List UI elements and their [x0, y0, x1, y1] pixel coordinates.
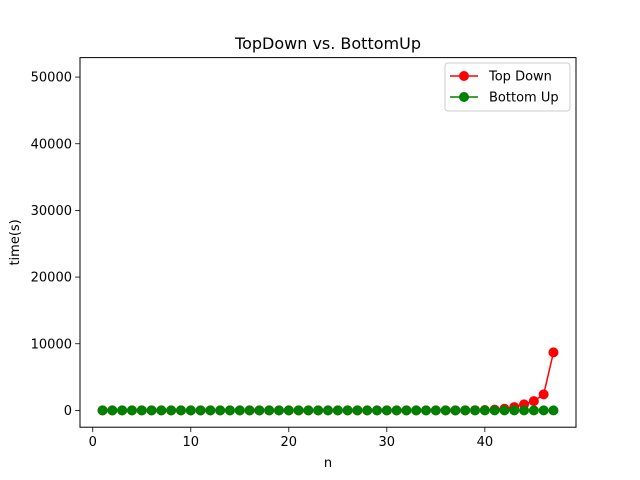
- data-point-bottom-up: [166, 405, 177, 416]
- data-point-bottom-up: [460, 405, 471, 416]
- legend-frame: [444, 62, 571, 112]
- data-point-bottom-up: [264, 405, 275, 416]
- y-tick-label: 10000: [31, 337, 72, 352]
- plot-frame: [79, 57, 577, 428]
- x-tick-label: 0: [89, 435, 97, 450]
- data-point-bottom-up: [440, 405, 451, 416]
- data-point-bottom-up: [450, 405, 461, 416]
- legend-label-bottom-up: Bottom Up: [489, 91, 559, 106]
- data-point-bottom-up: [332, 405, 343, 416]
- data-point-bottom-up: [489, 405, 500, 416]
- legend-marker-top-down: [459, 71, 469, 81]
- data-point-bottom-up: [313, 405, 324, 416]
- y-tick-label: 30000: [31, 204, 72, 219]
- data-point-bottom-up: [283, 405, 294, 416]
- data-point-bottom-up: [381, 405, 392, 416]
- data-point-bottom-up: [352, 405, 363, 416]
- data-point-bottom-up: [156, 405, 167, 416]
- x-tick-label: 40: [477, 435, 494, 450]
- data-point-top-down: [548, 347, 559, 358]
- data-point-bottom-up: [293, 405, 304, 416]
- axis-layer: 0 10 20 30 40 0 10000 20000 30000 40000 50000: [31, 71, 493, 451]
- y-axis-label: time(s): [8, 219, 23, 265]
- data-point-bottom-up: [195, 405, 206, 416]
- data-point-bottom-up: [146, 405, 157, 416]
- legend: Top Down Bottom Up: [444, 62, 571, 112]
- data-point-bottom-up: [97, 405, 108, 416]
- data-point-bottom-up: [421, 405, 432, 416]
- data-point-bottom-up: [175, 405, 186, 416]
- legend-marker-bottom-up: [459, 92, 469, 102]
- data-point-bottom-up: [136, 405, 147, 416]
- data-point-top-down: [538, 389, 549, 400]
- legend-label-top-down: Top Down: [488, 70, 552, 85]
- data-point-bottom-up: [244, 405, 255, 416]
- data-point-bottom-up: [224, 405, 235, 416]
- data-point-bottom-up: [185, 405, 196, 416]
- data-point-bottom-up: [107, 405, 118, 416]
- data-point-bottom-up: [499, 405, 510, 416]
- x-tick-label: 30: [379, 435, 396, 450]
- x-tick-label: 20: [281, 435, 298, 450]
- x-axis-label: n: [324, 456, 332, 471]
- data-point-bottom-up: [430, 405, 441, 416]
- chart-title: TopDown vs. BottomUp: [234, 34, 421, 53]
- data-point-bottom-up: [528, 405, 539, 416]
- data-point-bottom-up: [391, 405, 402, 416]
- x-tick-label: 10: [182, 435, 199, 450]
- data-point-bottom-up: [342, 405, 353, 416]
- plot-layer: [97, 347, 559, 416]
- data-point-bottom-up: [323, 405, 333, 416]
- data-point-bottom-up: [126, 405, 137, 416]
- data-point-bottom-up: [273, 405, 284, 416]
- data-point-bottom-up: [538, 405, 549, 416]
- data-point-bottom-up: [411, 405, 422, 416]
- data-point-top-down: [528, 396, 539, 407]
- data-point-bottom-up: [509, 405, 520, 416]
- data-point-bottom-up: [548, 405, 559, 416]
- y-tick-label: 50000: [31, 71, 72, 86]
- data-point-bottom-up: [362, 405, 373, 416]
- data-point-bottom-up: [479, 405, 490, 416]
- data-point-bottom-up: [519, 405, 530, 416]
- data-point-bottom-up: [303, 405, 314, 416]
- data-point-bottom-up: [254, 405, 265, 416]
- data-point-bottom-up: [401, 405, 412, 416]
- data-point-bottom-up: [215, 405, 226, 416]
- y-tick-label: 40000: [31, 137, 72, 152]
- series-line-top-down: [102, 352, 555, 412]
- data-point-bottom-up: [470, 405, 481, 416]
- data-point-bottom-up: [372, 405, 383, 416]
- data-point-bottom-up: [234, 405, 245, 416]
- data-point-bottom-up: [205, 405, 216, 416]
- data-point-bottom-up: [117, 405, 128, 416]
- y-tick-label: 0: [64, 404, 72, 419]
- y-tick-label: 20000: [31, 271, 72, 286]
